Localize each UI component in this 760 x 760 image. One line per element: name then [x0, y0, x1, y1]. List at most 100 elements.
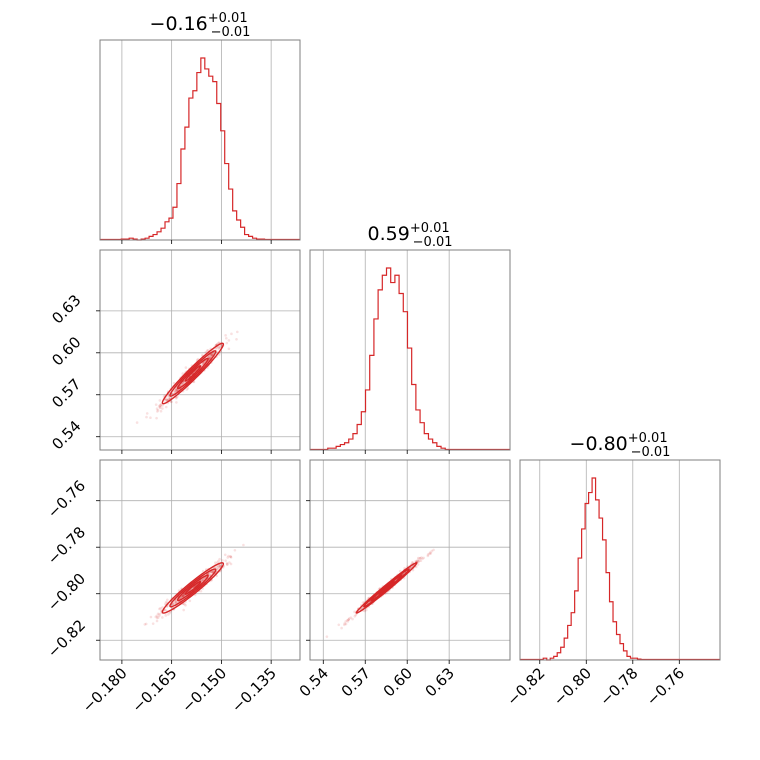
- sample-point: [210, 571, 214, 575]
- panel-frame: [519, 459, 721, 661]
- sample-point: [215, 574, 218, 578]
- sample-point: [173, 601, 176, 605]
- lower-error: −0.01: [631, 445, 671, 460]
- sample-point: [181, 594, 185, 598]
- sample-point: [349, 616, 353, 619]
- sample-point: [347, 618, 350, 621]
- sample-point: [158, 607, 161, 611]
- sample-point: [223, 553, 227, 557]
- x-tick-label: −0.80: [550, 664, 595, 709]
- sample-point: [174, 388, 178, 392]
- panel-frame: [309, 249, 511, 451]
- param-title-3: −0.80+0.01 −0.01: [570, 431, 671, 460]
- sample-point: [166, 613, 170, 616]
- contour-level-3: [169, 568, 217, 608]
- sample-point: [158, 403, 162, 407]
- sample-point: [353, 614, 357, 618]
- sample-point: [161, 407, 164, 410]
- sample-point: [217, 341, 220, 345]
- sample-point: [182, 594, 185, 598]
- sample-point: [225, 563, 229, 566]
- sample-point: [403, 566, 406, 570]
- sample-point: [228, 561, 231, 564]
- sample-point: [181, 595, 184, 598]
- sample-point: [421, 557, 424, 561]
- lower-error: −0.01: [413, 235, 453, 250]
- hist-panel-2: 0.59+0.01 −0.01: [309, 221, 511, 451]
- x-tick-label: 0.60: [380, 664, 416, 700]
- sample-point: [217, 559, 220, 563]
- sample-point: [227, 339, 231, 342]
- x-tick-label: −0.78: [596, 664, 641, 709]
- x-tick-label: 0.54: [296, 664, 332, 700]
- sample-point: [154, 403, 158, 406]
- histogram-1: [120, 57, 266, 241]
- x-tick-label: 0.63: [422, 664, 458, 700]
- sample-point: [219, 564, 222, 568]
- sample-point: [416, 556, 420, 560]
- sample-point: [428, 551, 432, 554]
- sample-point: [348, 617, 351, 620]
- sample-point: [176, 388, 179, 392]
- sample-point: [155, 619, 159, 623]
- sample-point: [186, 387, 190, 390]
- sample-point: [207, 355, 211, 359]
- sample-point: [411, 561, 414, 564]
- sample-point: [429, 552, 433, 555]
- x-tick-label: −0.180: [79, 664, 131, 716]
- sample-point: [158, 614, 161, 617]
- contour-level-1: [184, 365, 202, 382]
- sample-point: [365, 608, 368, 612]
- sample-point: [170, 400, 173, 404]
- sample-point: [218, 565, 222, 568]
- sample-point: [219, 564, 222, 568]
- sample-point: [418, 556, 422, 560]
- sample-point: [221, 559, 224, 562]
- sample-point: [206, 349, 210, 352]
- sample-point: [210, 354, 214, 358]
- sample-point: [158, 406, 162, 409]
- sample-point: [182, 594, 185, 597]
- sample-point: [165, 398, 169, 402]
- sample-point: [181, 372, 185, 375]
- sample-point: [182, 594, 185, 597]
- sample-point: [416, 560, 420, 563]
- sample-point: [343, 622, 346, 625]
- sample-point: [175, 401, 178, 404]
- sample-point: [202, 361, 205, 365]
- sample-point: [208, 574, 211, 577]
- y-tick-label: −0.78: [44, 523, 89, 568]
- sample-point: [414, 559, 418, 563]
- sample-point: [155, 416, 158, 420]
- sample-point: [343, 623, 346, 627]
- sample-point: [135, 421, 139, 424]
- sample-point: [417, 559, 421, 563]
- sample-point: [210, 353, 214, 357]
- scatter-panel-1-3: [99, 459, 301, 661]
- panel-frame: [99, 249, 301, 451]
- sample-point: [229, 562, 233, 566]
- upper-error: +0.01: [628, 431, 668, 446]
- param-title-1: −0.16+0.01 −0.01: [150, 11, 251, 40]
- sample-point: [145, 415, 148, 419]
- contour-level-4: [161, 342, 225, 405]
- sample-point: [432, 548, 435, 552]
- param-title-2: 0.59+0.01 −0.01: [368, 221, 453, 250]
- sample-point: [224, 336, 228, 340]
- sample-point: [216, 561, 219, 564]
- sample-point: [157, 404, 161, 408]
- scatter-panel-2-3: [309, 459, 511, 661]
- contour-level-3: [363, 568, 410, 608]
- sample-point: [230, 332, 233, 336]
- sample-point: [164, 614, 168, 617]
- sample-point: [155, 614, 159, 618]
- sample-point: [216, 567, 220, 571]
- sample-point: [416, 563, 420, 566]
- sample-point: [161, 606, 164, 609]
- sample-point: [159, 404, 163, 407]
- sample-point: [196, 357, 200, 361]
- sample-point: [227, 554, 230, 558]
- sample-point: [217, 346, 221, 350]
- sample-point: [229, 555, 233, 558]
- sample-point: [426, 554, 430, 558]
